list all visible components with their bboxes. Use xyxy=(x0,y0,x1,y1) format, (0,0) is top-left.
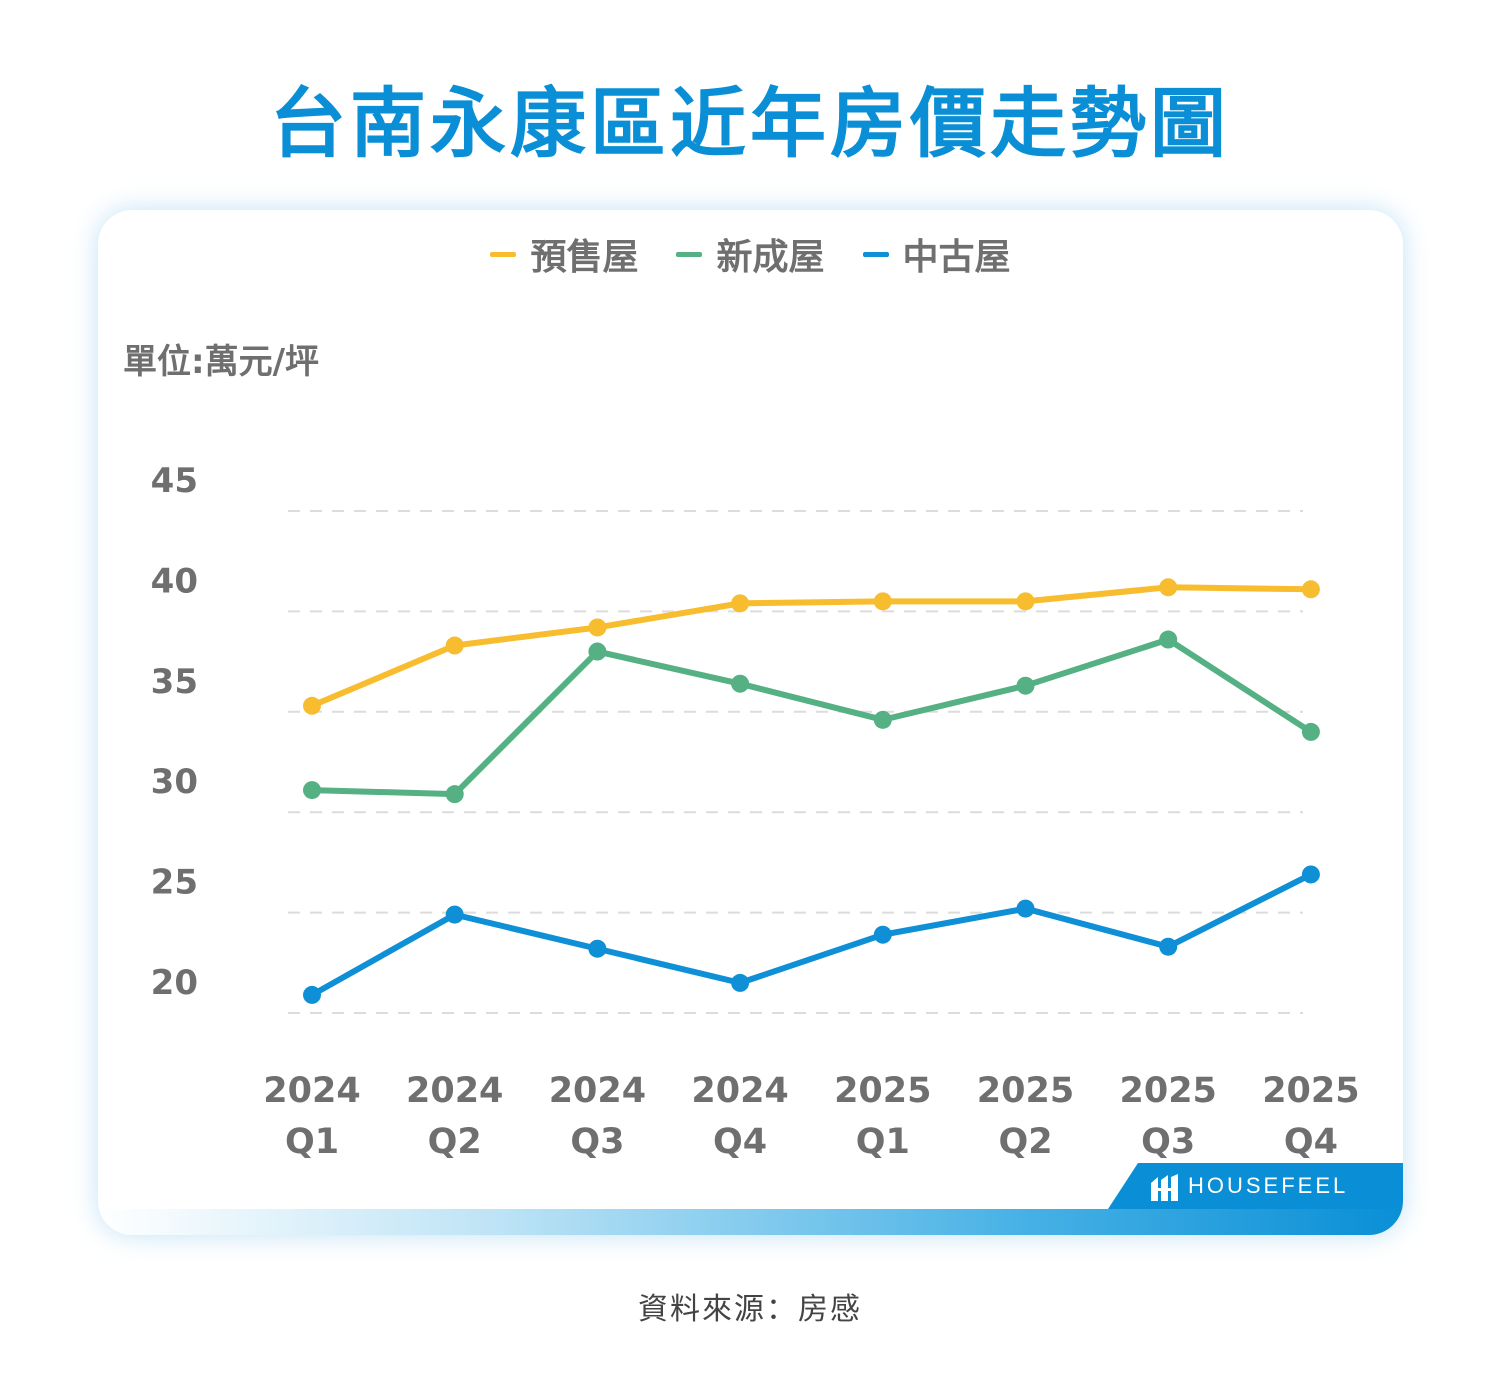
card-bottom-bar xyxy=(98,1209,1403,1235)
data-point-s2-1 xyxy=(445,905,464,924)
x-tick-label-quarter: Q2 xyxy=(998,1122,1052,1162)
data-source-note: 資料來源：房感 xyxy=(638,1292,862,1327)
data-point-s2-3 xyxy=(731,973,750,992)
data-point-s1-3 xyxy=(731,674,750,693)
x-tick-label-year: 2025 xyxy=(1262,1071,1359,1111)
x-tick-label-quarter: Q3 xyxy=(1141,1122,1195,1162)
x-tick-label-year: 2024 xyxy=(549,1071,646,1111)
data-point-s2-4 xyxy=(873,925,892,944)
legend-swatch-used xyxy=(862,251,889,257)
data-point-s0-4 xyxy=(873,592,892,611)
x-tick-label-year: 2025 xyxy=(977,1071,1074,1111)
data-point-s0-5 xyxy=(1016,592,1035,611)
legend-label-used: 中古屋 xyxy=(902,237,1011,278)
x-tick-label-quarter: Q1 xyxy=(285,1122,339,1162)
chart-card: 預售屋 新成屋 中古屋 單位:萬元/坪 45 40 35 30 25 20 2024 Q1 20… xyxy=(98,210,1403,1235)
data-point-s0-1 xyxy=(445,636,464,655)
data-point-s2-7 xyxy=(1301,865,1320,884)
line-chart: 45 40 35 30 25 20 2024 Q1 2024 Q2 2024 Q3 2024 Q4 2025… xyxy=(151,461,1360,1162)
data-point-s1-6 xyxy=(1159,630,1178,649)
x-tick-label-quarter: Q1 xyxy=(856,1122,910,1162)
data-point-s2-5 xyxy=(1016,899,1035,918)
data-point-s2-0 xyxy=(303,985,321,1004)
x-tick-label-quarter: Q3 xyxy=(570,1122,624,1162)
x-tick-label-year: 2025 xyxy=(834,1071,931,1111)
y-tick-label: 40 xyxy=(151,561,198,601)
data-point-s1-7 xyxy=(1301,722,1320,741)
y-tick-label: 35 xyxy=(151,662,198,702)
x-tick-label-quarter: Q4 xyxy=(713,1122,767,1162)
data-point-s2-2 xyxy=(588,939,607,958)
data-point-s1-1 xyxy=(445,785,464,804)
data-point-s0-0 xyxy=(303,696,321,715)
x-tick-label-year: 2025 xyxy=(1119,1071,1216,1111)
x-tick-label-year: 2024 xyxy=(263,1071,360,1111)
x-tick-label-quarter: Q2 xyxy=(428,1122,482,1162)
legend-swatch-presale xyxy=(490,251,517,257)
data-point-s0-2 xyxy=(588,618,607,637)
legend-label-presale: 預售屋 xyxy=(530,237,639,278)
brand-name: HOUSEFEEL xyxy=(1188,1173,1349,1198)
legend-swatch-new xyxy=(676,251,703,257)
page-title: 台南永康區近年房價走勢圖 xyxy=(270,79,1230,168)
legend-label-new: 新成屋 xyxy=(716,237,825,278)
y-tick-label: 30 xyxy=(151,762,198,802)
x-tick-label-year: 2024 xyxy=(406,1071,503,1111)
legend: 預售屋 新成屋 中古屋 xyxy=(98,228,1403,280)
housefeel-logo-icon xyxy=(1151,1174,1178,1201)
data-point-s2-6 xyxy=(1159,937,1178,956)
series-line-1 xyxy=(309,636,1314,798)
data-point-s0-3 xyxy=(731,594,750,613)
brand-tab: HOUSEFEEL xyxy=(1108,1163,1403,1209)
y-tick-label: 25 xyxy=(151,863,198,903)
x-tick-label-year: 2024 xyxy=(691,1071,788,1111)
data-point-s1-4 xyxy=(873,710,892,729)
data-point-s1-0 xyxy=(303,781,321,800)
data-point-s1-5 xyxy=(1016,676,1035,695)
data-point-s0-6 xyxy=(1159,578,1178,597)
series-line-0 xyxy=(309,584,1314,709)
legend-item-used[interactable]: 中古屋 xyxy=(862,228,1011,280)
y-tick-label: 20 xyxy=(151,963,198,1003)
legend-item-new[interactable]: 新成屋 xyxy=(676,228,825,280)
x-tick-label-quarter: Q4 xyxy=(1284,1122,1338,1162)
data-point-s1-2 xyxy=(588,642,607,661)
y-axis-unit-label: 單位:萬元/坪 xyxy=(123,342,320,382)
data-point-s0-7 xyxy=(1301,580,1320,599)
y-tick-label: 45 xyxy=(151,461,198,501)
legend-item-presale[interactable]: 預售屋 xyxy=(490,228,638,280)
series-line-2 xyxy=(309,871,1314,998)
